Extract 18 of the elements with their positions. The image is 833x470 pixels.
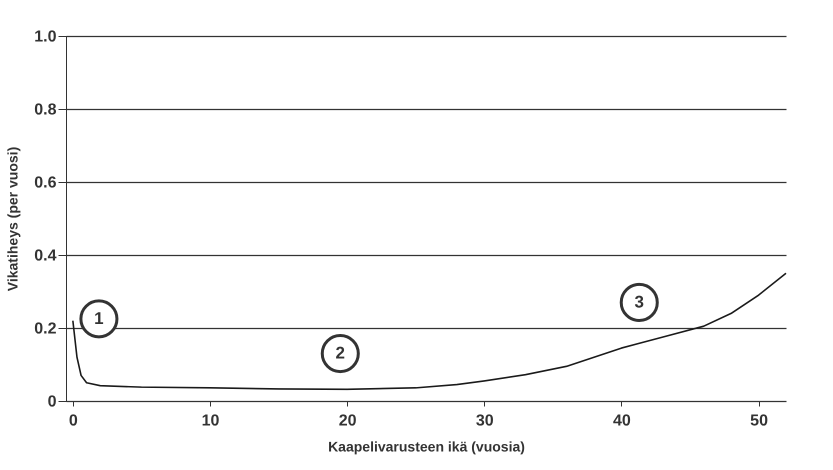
x-tick-label: 50 [750,412,768,430]
y-tick-label: 0.2 [34,320,57,338]
y-tick-label: 1.0 [34,28,57,46]
x-tick-label: 30 [476,412,494,430]
x-tick-label: 10 [202,412,220,430]
annotation: 1 [94,308,104,328]
y-tick-label: 0.4 [34,248,57,264]
y-tick-label: 0.8 [34,102,57,118]
annotation: 2 [336,344,346,363]
x-tick-label: 20 [338,412,357,430]
x-tick-label: 0 [68,412,78,430]
annotation: 3 [634,292,644,312]
y-axis-title: Vikatiheys (per vuosi) [4,146,20,292]
y-tick-label: 0 [48,394,57,410]
y-tick-label: 0.6 [34,174,57,192]
x-axis-title: Kaapelivarusteen ikä (vuosia) [328,438,525,454]
x-tick-label: 40 [613,412,631,430]
line-series [72,272,787,390]
